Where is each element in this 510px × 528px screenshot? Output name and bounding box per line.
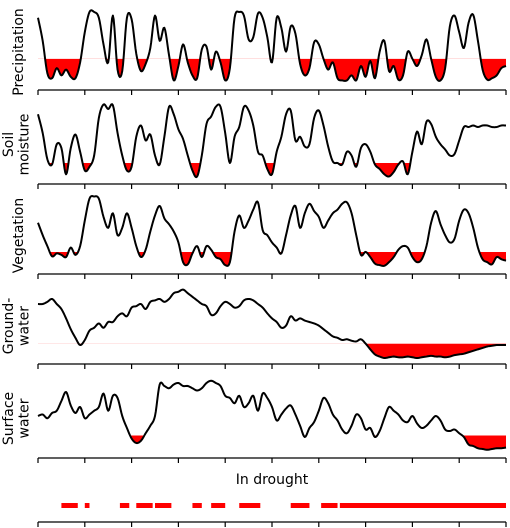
drought-period-bar — [192, 503, 202, 508]
precipitation-label-line: Precipitation — [11, 8, 27, 96]
drought-period-bar — [290, 503, 310, 508]
vegetation-deficit-area — [49, 251, 506, 266]
drought-bars — [61, 503, 506, 508]
surface-water-label-line: Surface — [1, 392, 17, 445]
groundwater-deficit-area — [78, 343, 506, 359]
soil-moisture-label-line: moisture — [17, 114, 33, 176]
panels-group: Precipitation Soilmoisture Vegetation Groun… — [1, 8, 507, 463]
precipitation-label: Precipitation — [11, 8, 27, 96]
panel-vegetation: Vegetation — [11, 195, 507, 279]
groundwater-label-line: water — [17, 306, 33, 346]
precipitation-series-line — [37, 9, 507, 82]
vegetation-label: Vegetation — [11, 198, 27, 274]
precipitation-deficit-area — [38, 58, 506, 81]
drought-period-bar — [211, 503, 226, 508]
soil-moisture-label: Soilmoisture — [1, 114, 32, 176]
drought-period-bar — [239, 503, 261, 508]
panel-precipitation: Precipitation — [11, 8, 507, 96]
drought-period-bar — [339, 503, 506, 508]
drought-period-bar — [119, 503, 130, 508]
drought-period-bar — [84, 503, 90, 508]
drought-strip-title: In drought — [236, 472, 309, 488]
drought-period-bar — [136, 503, 153, 508]
drought-period-bar — [61, 503, 78, 508]
vegetation-series-line — [37, 195, 507, 267]
drought-strip: In drought — [37, 472, 507, 527]
drought-period-bar — [321, 503, 338, 508]
drought-axis-ticks — [37, 522, 507, 527]
panel-surface-water: Surfacewater — [1, 379, 507, 463]
soil-moisture-label-line: Soil — [1, 132, 17, 157]
surface-water-series-line — [37, 379, 507, 451]
surface-water-label: Surfacewater — [1, 392, 32, 445]
soil-moisture-deficit-area — [38, 163, 506, 178]
groundwater-label-line: Ground- — [1, 298, 17, 355]
drought-period-bar — [155, 503, 172, 508]
panel-groundwater: Ground-water — [1, 288, 507, 369]
groundwater-label: Ground-water — [1, 298, 32, 355]
vegetation-label-line: Vegetation — [11, 198, 27, 274]
panel-soil-moisture: Soilmoisture — [1, 103, 507, 189]
soil-moisture-series-line — [37, 103, 507, 179]
groundwater-series-line — [37, 288, 507, 360]
surface-water-label-line: water — [17, 398, 33, 438]
